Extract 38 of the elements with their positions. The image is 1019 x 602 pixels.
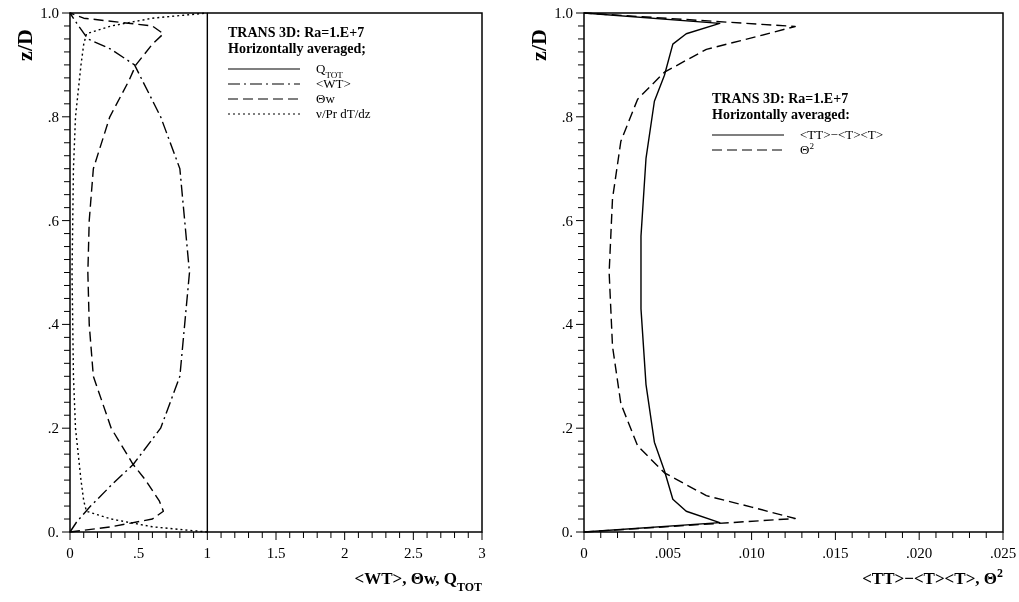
x-axis-title: <TT>−<T><T>, Θ$^{2}$ (862, 566, 1004, 588)
x-tick-label: 0 (66, 545, 74, 561)
x-tick-label: .5 (133, 545, 145, 561)
y-tick-label: 1.0 (554, 5, 573, 21)
x-tick-label: 0 (580, 545, 588, 561)
x-tick-label: .005 (654, 545, 681, 561)
y-tick-label: 0. (561, 524, 573, 540)
text: ν/Pr dT/dz (316, 106, 371, 121)
legend-title: TRANS 3D: Ra=1.E+7 (228, 25, 365, 40)
y-tick-label: .2 (561, 420, 573, 437)
x-tick-label: 2.5 (403, 545, 423, 561)
x-tick-label: .010 (738, 545, 765, 561)
y-axis-title: z/D (12, 29, 37, 61)
text: <TT>−<T><T> (800, 127, 884, 142)
y-tick-label: .4 (561, 316, 574, 333)
text: Q$_{TOT}$ (316, 61, 344, 80)
x-tick-label: 1.5 (266, 545, 286, 561)
x-tick-label: .015 (822, 545, 849, 561)
y-tick-label: 1.0 (40, 5, 59, 21)
y-tick-label: .2 (47, 420, 59, 437)
annotation: Horizontally averaged: (712, 107, 851, 122)
y-tick-label: 0. (47, 524, 59, 540)
annotation: Horizontally averaged; (228, 41, 367, 56)
x-axis-title: <WT>, Θw, Q$_{TOT}$ (354, 569, 483, 594)
x-tick-label: 3 (478, 545, 486, 561)
text: Θ$^{2}$ (800, 141, 815, 157)
x-tick-label: 2 (340, 545, 349, 561)
y-tick-label: .8 (47, 108, 59, 125)
legend-title: TRANS 3D: Ra=1.E+7 (712, 91, 849, 106)
text: Θw (316, 91, 336, 106)
y-tick-label: .6 (47, 212, 60, 229)
y-tick-label: .6 (561, 212, 574, 229)
x-tick-label: .025 (989, 545, 1017, 561)
y-tick-label: .4 (47, 316, 60, 333)
x-tick-label: 1 (203, 545, 212, 561)
y-axis-title: z/D (526, 29, 551, 61)
y-tick-label: .8 (561, 108, 573, 125)
x-tick-label: .020 (906, 545, 933, 561)
